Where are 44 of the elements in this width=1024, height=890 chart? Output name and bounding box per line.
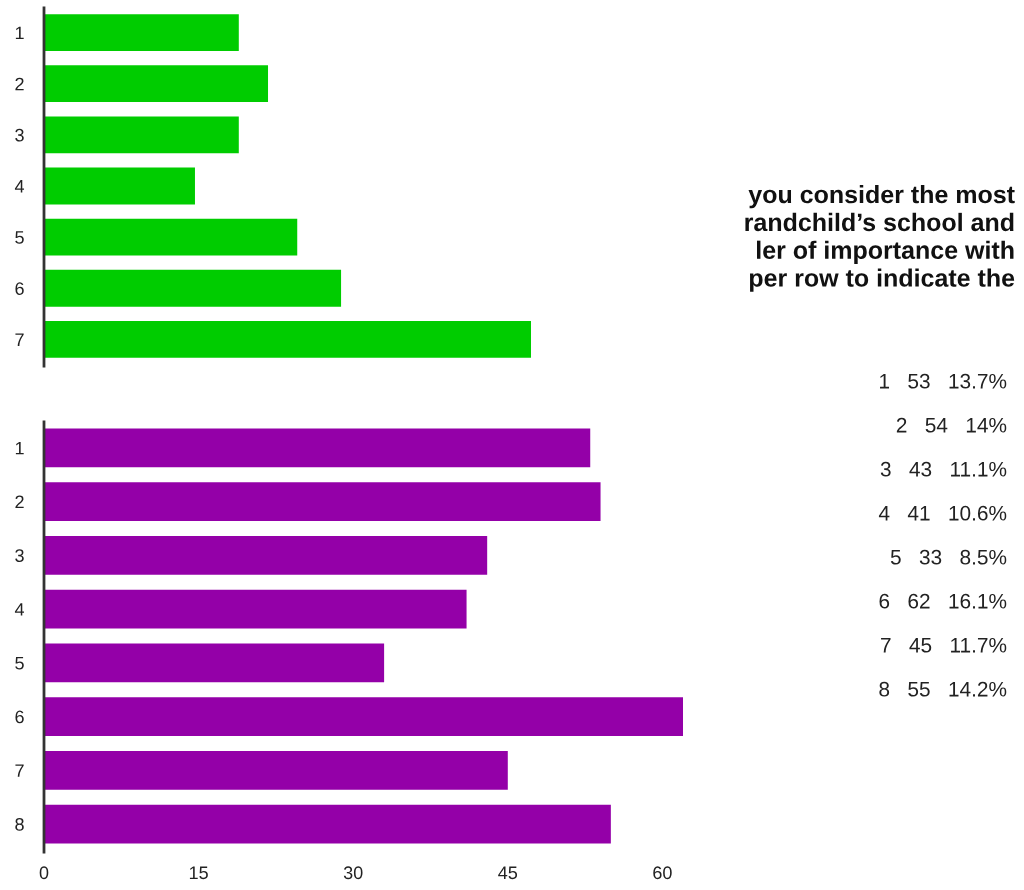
- bar: [44, 65, 269, 103]
- bar: [44, 750, 508, 790]
- y-tick-label: 1: [15, 441, 24, 455]
- y-tick-label: 7: [15, 764, 24, 777]
- text: 5 33 8.5%: [890, 549, 1007, 565]
- bar: [44, 320, 531, 358]
- y-tick-label: 2: [15, 77, 24, 91]
- bar: [44, 269, 342, 307]
- y-tick-label: 6: [15, 710, 24, 724]
- bar: [44, 535, 488, 575]
- text: 2 54 14%: [896, 417, 1007, 433]
- text: 3 43 11.1%: [880, 461, 1007, 477]
- text: 7 45 11.7%: [881, 637, 1007, 653]
- bar: [44, 218, 298, 256]
- bar: [44, 167, 195, 205]
- y-tick-label: 4: [14, 603, 25, 616]
- y-tick-label: 5: [15, 656, 24, 670]
- y-tick-label: 1: [15, 26, 24, 40]
- y-tick-label: 2: [15, 495, 24, 509]
- bar: [44, 643, 385, 683]
- y-tick-label: 3: [15, 549, 24, 563]
- bar: [44, 804, 611, 844]
- x-tick-label: 15: [189, 866, 208, 880]
- x-tick-label: 0: [39, 866, 49, 880]
- text: 1 53 13.7%: [880, 373, 1007, 389]
- bar: [44, 697, 683, 736]
- x-tick-label: 30: [343, 866, 363, 880]
- text: 6 62 16.1%: [879, 593, 1007, 609]
- y-tick-label: 8: [15, 817, 24, 831]
- text: you consider the most randchild’s school and ler of importance with per row to indicate the: [745, 185, 1015, 292]
- bar: [44, 589, 467, 629]
- y-tick-label: 4: [14, 180, 25, 193]
- bar: [44, 428, 591, 468]
- x-tick-label: 60: [653, 866, 672, 880]
- bar: [44, 14, 239, 51]
- x-tick-label: 45: [498, 866, 518, 880]
- text: 4 41 10.6%: [878, 505, 1007, 521]
- y-tick-label: 3: [15, 128, 24, 142]
- y-tick-label: 6: [15, 282, 24, 295]
- text: 8 55 14.2%: [879, 681, 1007, 697]
- bar: [44, 116, 239, 154]
- bar: [44, 482, 601, 521]
- y-tick-label: 7: [15, 333, 24, 346]
- y-tick-label: 5: [15, 231, 24, 244]
